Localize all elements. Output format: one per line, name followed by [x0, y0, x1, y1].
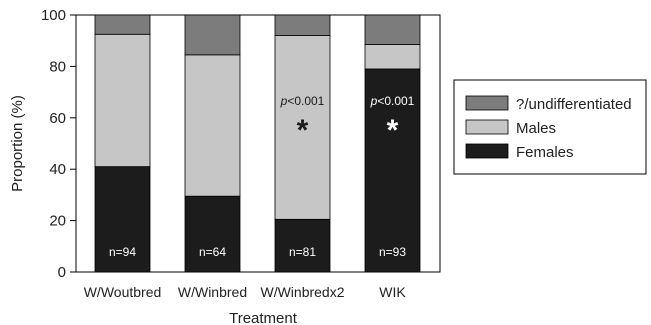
legend-swatch-females [466, 144, 508, 158]
legend-label: Females [516, 144, 574, 161]
legend-label: Males [516, 120, 556, 137]
y-tick-label: 100 [41, 7, 66, 24]
significance-star: * [387, 114, 399, 147]
legend-swatch-males [466, 120, 508, 134]
bar-segment-undifferentiated [185, 15, 240, 55]
bar-segment-undifferentiated [275, 15, 330, 36]
x-axis-title: Treatment [229, 310, 298, 325]
y-tick-label: 0 [58, 264, 66, 281]
y-axis-title: Proportion (%) [9, 95, 26, 192]
bar-segment-males [95, 34, 150, 166]
y-tick-label: 40 [49, 161, 66, 178]
p-value-label: p<0.001 [280, 94, 325, 108]
significance-star: * [297, 114, 309, 147]
n-label: n=93 [379, 245, 406, 259]
x-tick-label: W/Woutbred [84, 284, 162, 300]
n-label: n=94 [109, 245, 136, 259]
bar-segment-undifferentiated [365, 15, 420, 45]
x-tick-label: WIK [379, 284, 406, 300]
x-tick-label: W/Winbred [178, 284, 247, 300]
legend: ?/undifferentiated Males Females [454, 80, 646, 174]
y-tick-label: 80 [49, 58, 66, 75]
legend-swatch-undifferentiated [466, 96, 508, 110]
bar-segment-males [365, 45, 420, 69]
bar-segment-females [185, 196, 240, 272]
y-tick-label: 20 [49, 213, 66, 230]
plot-area: 0 20 40 60 80 100 Proportion (%) Treatment W/Wou… [9, 7, 440, 325]
y-tick-label: 60 [49, 110, 66, 127]
n-label: n=64 [199, 245, 226, 259]
n-label: n=81 [289, 245, 316, 259]
bar-segment-undifferentiated [95, 15, 150, 34]
x-tick-label: W/Winbredx2 [260, 284, 344, 300]
p-value-label: p<0.001 [370, 94, 415, 108]
legend-label: ?/undifferentiated [516, 96, 632, 113]
bar-segment-males [185, 55, 240, 196]
